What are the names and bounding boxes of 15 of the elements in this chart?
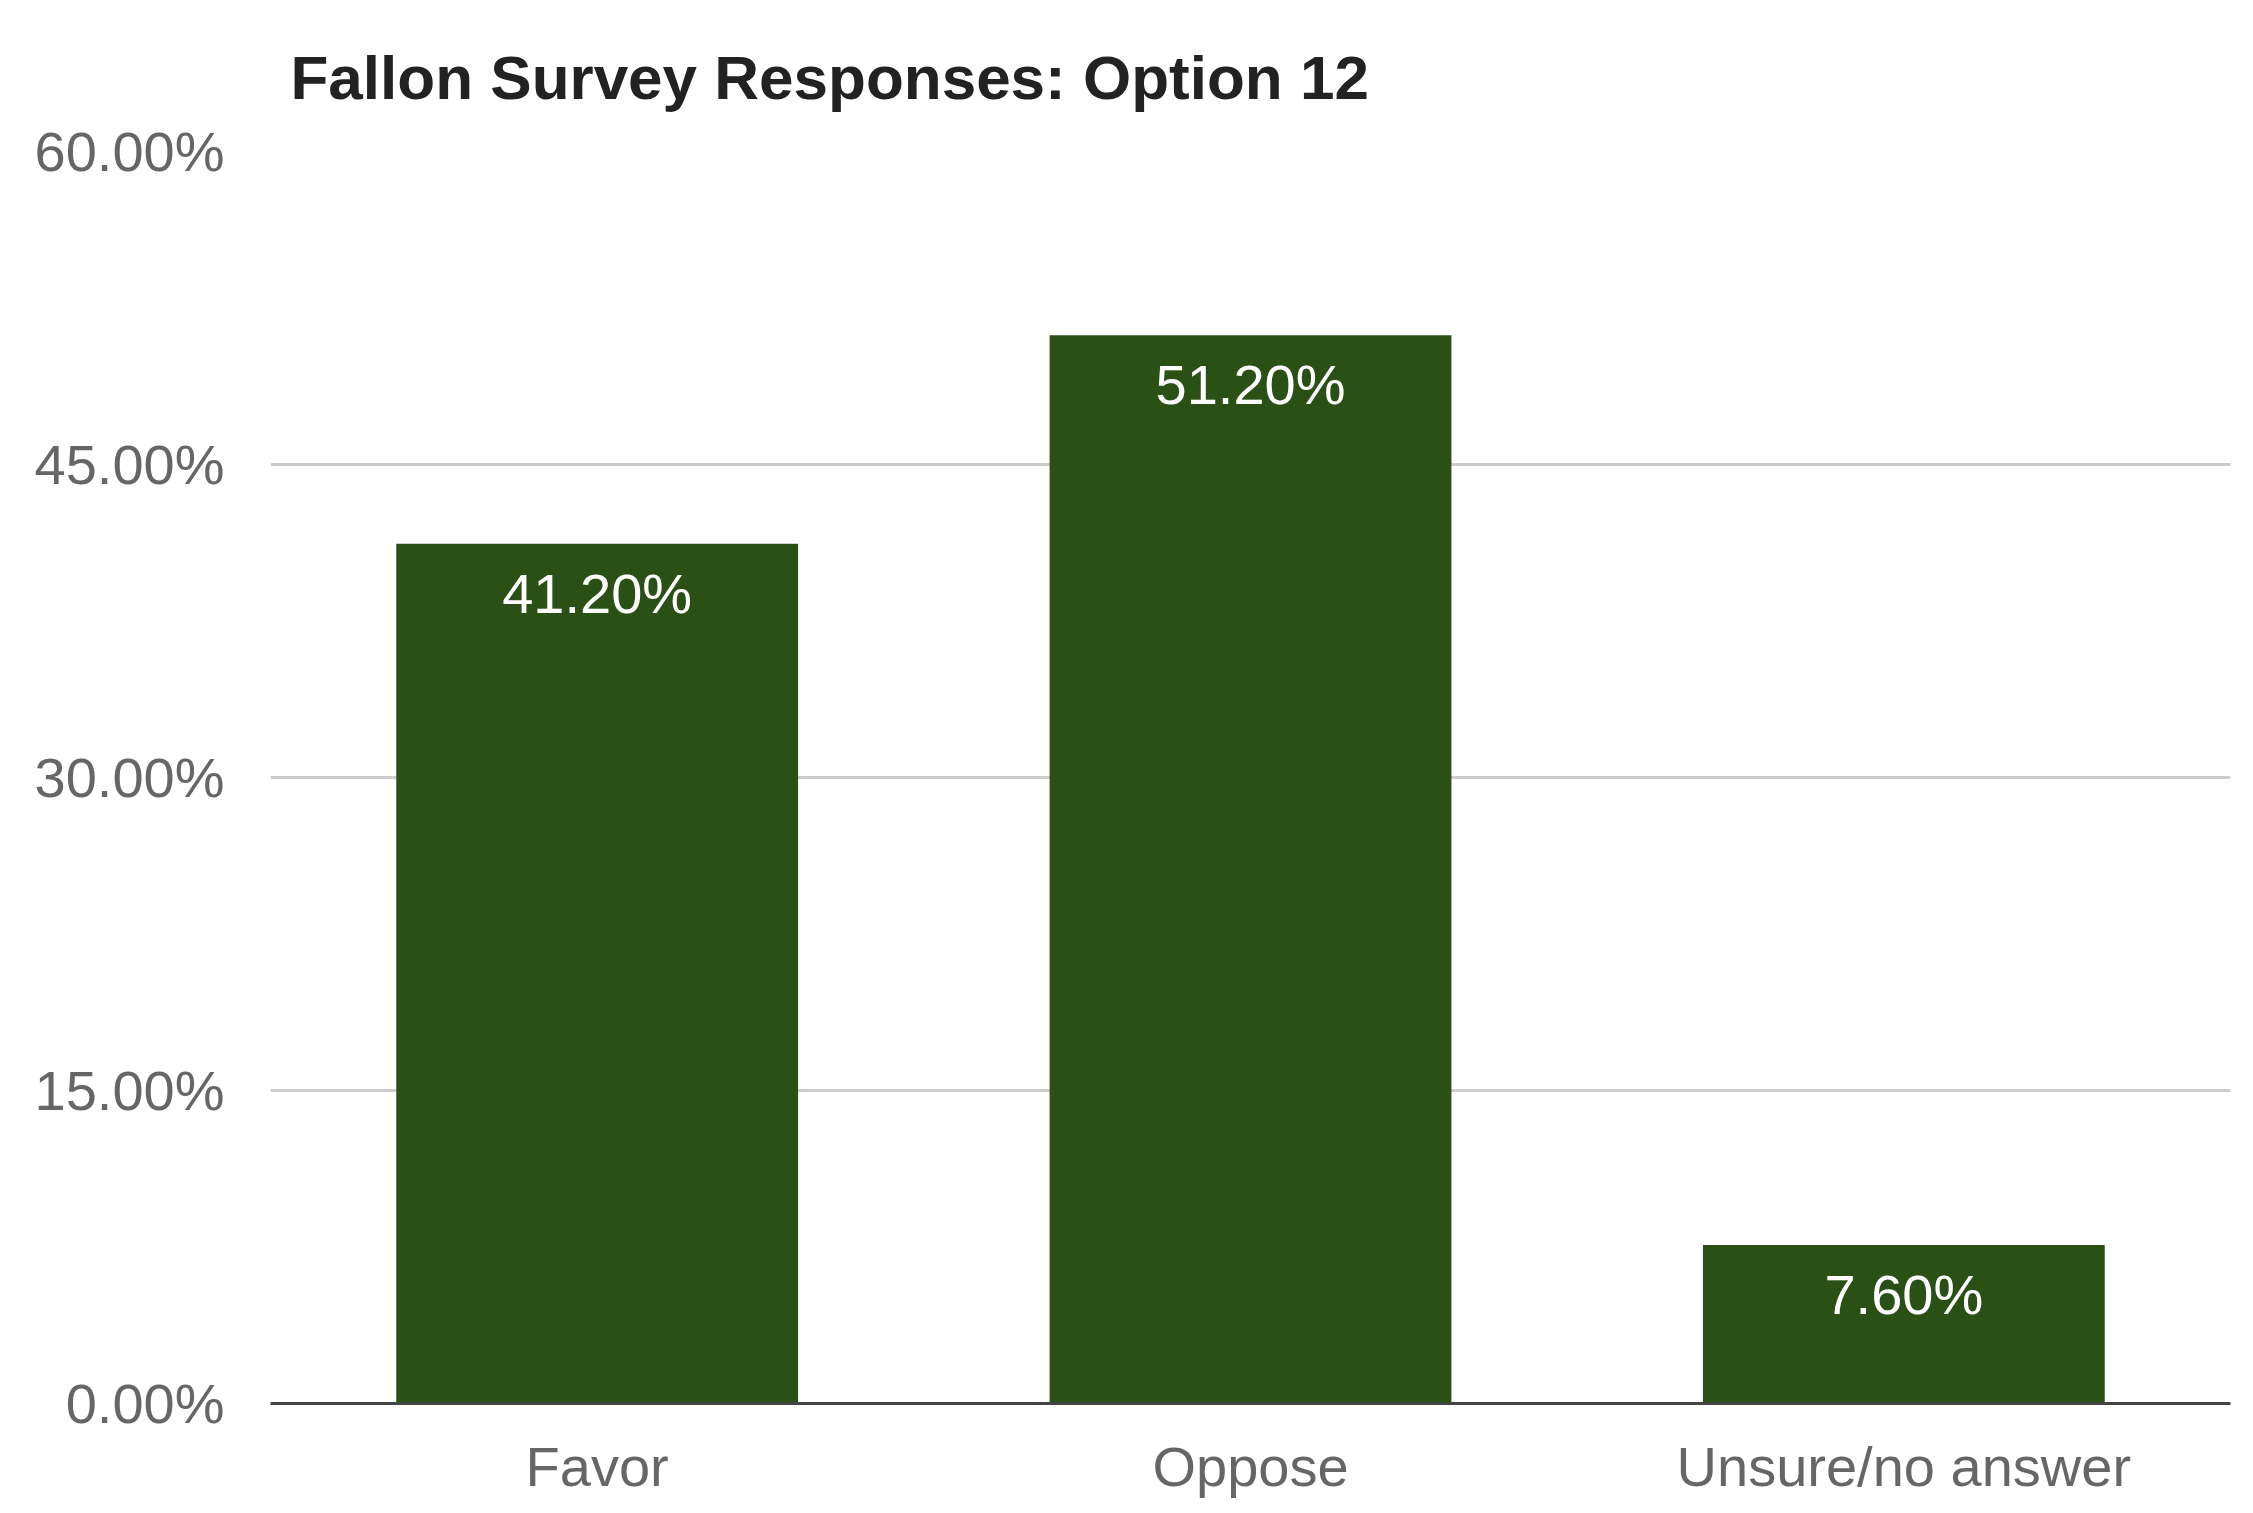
data-label: 51.20% bbox=[1155, 353, 1346, 417]
bar bbox=[1049, 335, 1452, 1404]
x-tick-label: Oppose bbox=[1152, 1434, 1349, 1498]
data-label: 41.20% bbox=[502, 561, 693, 625]
bar bbox=[1702, 1244, 2105, 1404]
data-label: 7.60% bbox=[1824, 1262, 1984, 1326]
y-tick-label: 60.00% bbox=[34, 120, 225, 183]
y-tick-label: 15.00% bbox=[34, 1059, 225, 1122]
x-tick-label: Unsure/no answer bbox=[1676, 1434, 2132, 1498]
chart-title: Fallon Survey Responses: Option 12 bbox=[290, 42, 1369, 112]
x-tick-label: Favor bbox=[525, 1434, 669, 1498]
y-tick-label: 30.00% bbox=[34, 746, 225, 809]
y-tick-label: 45.00% bbox=[34, 433, 225, 496]
y-tick-label: 0.00% bbox=[65, 1372, 225, 1435]
bar bbox=[396, 543, 799, 1404]
